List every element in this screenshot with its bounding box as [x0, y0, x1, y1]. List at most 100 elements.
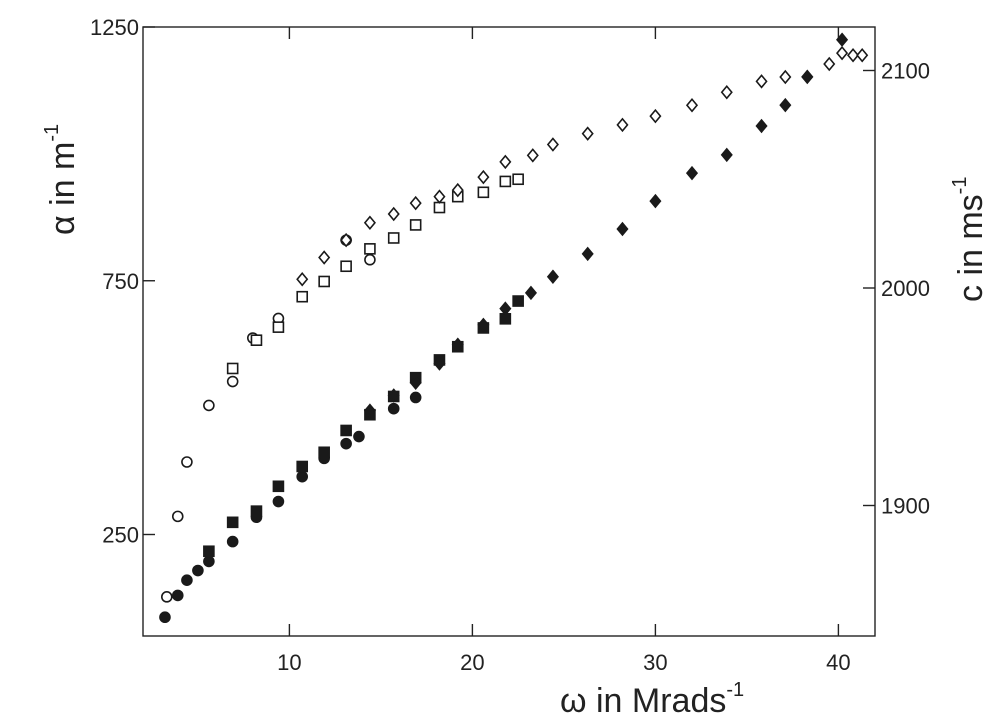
- data-point: [181, 574, 193, 586]
- plot-frame: [142, 26, 876, 637]
- data-point: [836, 32, 849, 47]
- left-y-tick-label: 1250: [90, 15, 139, 40]
- data-point: [272, 321, 285, 333]
- data-point: [409, 391, 422, 404]
- right-y-tick-label: 1900: [881, 494, 930, 519]
- data-point: [340, 424, 352, 437]
- data-points: [159, 32, 869, 624]
- data-point: [685, 98, 699, 113]
- x-tick-label: 20: [460, 650, 484, 675]
- series-open-squares: [226, 173, 524, 375]
- data-point: [409, 375, 422, 391]
- data-point: [272, 495, 285, 508]
- series-open-circles: [160, 234, 376, 603]
- right-y-tick-label: 2000: [881, 276, 930, 301]
- data-point: [499, 175, 512, 188]
- data-point: [296, 460, 309, 473]
- axis-labels: ω in Mrads-1 α in m-1 c in ms-1: [41, 124, 990, 720]
- data-point: [171, 589, 184, 602]
- x-axis-title: ω in Mrads-1: [560, 679, 744, 720]
- data-point: [524, 285, 538, 301]
- series-filled-circles: [159, 391, 422, 624]
- data-point: [387, 232, 400, 244]
- data-point: [250, 505, 263, 517]
- left-y-axis-title: α in m-1: [41, 124, 82, 235]
- data-point: [581, 246, 594, 262]
- data-point: [387, 402, 400, 415]
- data-point: [512, 295, 524, 307]
- x-tick-label: 10: [277, 650, 301, 675]
- data-point: [296, 290, 309, 303]
- data-point: [387, 206, 400, 222]
- data-point: [192, 564, 204, 577]
- x-tick-label: 40: [826, 650, 850, 675]
- data-point: [649, 108, 662, 124]
- data-point: [226, 516, 239, 529]
- data-point: [685, 165, 699, 181]
- data-point: [226, 375, 239, 388]
- data-point: [616, 117, 629, 133]
- data-point: [451, 182, 464, 198]
- data-point: [318, 250, 331, 265]
- right-y-axis-title: c in ms-1: [949, 177, 990, 302]
- data-point: [353, 430, 365, 443]
- data-point: [477, 169, 490, 185]
- data-point: [526, 148, 539, 163]
- data-point: [340, 260, 352, 273]
- data-point: [433, 201, 446, 214]
- data-point: [203, 545, 215, 558]
- left-y-tick-label: 750: [102, 269, 139, 294]
- series-filled-diamonds: [363, 32, 849, 418]
- data-point: [856, 48, 869, 63]
- data-point: [755, 118, 768, 134]
- left-y-tick-label: 250: [102, 523, 139, 548]
- x-tick-label: 30: [643, 650, 667, 675]
- data-point: [203, 399, 215, 412]
- data-point: [546, 137, 559, 152]
- data-point: [159, 611, 171, 624]
- data-point: [477, 317, 490, 333]
- data-point: [836, 45, 849, 61]
- data-point: [363, 403, 376, 418]
- data-point: [512, 173, 524, 186]
- data-point: [720, 147, 733, 163]
- data-point: [340, 232, 353, 248]
- data-point: [203, 555, 215, 568]
- data-point: [433, 189, 446, 204]
- data-point: [250, 334, 263, 347]
- data-point: [846, 48, 860, 63]
- data-point: [226, 362, 239, 375]
- data-point: [801, 69, 814, 84]
- data-point: [363, 215, 376, 230]
- data-point: [160, 591, 173, 603]
- data-point: [755, 74, 768, 89]
- data-point: [387, 388, 400, 403]
- data-point: [823, 56, 836, 72]
- axis-ticks: 10 20 30 40 250 750 1250 1900 2000 2100: [90, 15, 930, 675]
- data-point: [451, 337, 464, 352]
- data-point: [499, 154, 512, 170]
- data-point: [340, 437, 352, 450]
- data-point: [779, 69, 792, 85]
- data-point: [318, 275, 330, 288]
- data-point: [364, 253, 376, 266]
- data-point: [546, 269, 559, 284]
- plot-border: [142, 26, 876, 637]
- data-point: [477, 186, 490, 199]
- data-point: [272, 480, 285, 493]
- data-point: [364, 243, 376, 255]
- right-y-tick-label: 2100: [881, 59, 930, 84]
- data-point: [616, 221, 629, 237]
- data-point: [409, 195, 422, 211]
- data-point: [318, 446, 330, 459]
- data-point: [779, 97, 792, 113]
- data-point: [499, 301, 512, 316]
- data-point: [581, 126, 594, 141]
- data-point: [226, 535, 239, 548]
- data-point: [296, 272, 309, 287]
- series-open-diamonds: [296, 45, 869, 287]
- data-point: [720, 85, 733, 100]
- data-point: [181, 456, 193, 468]
- data-point: [296, 470, 309, 483]
